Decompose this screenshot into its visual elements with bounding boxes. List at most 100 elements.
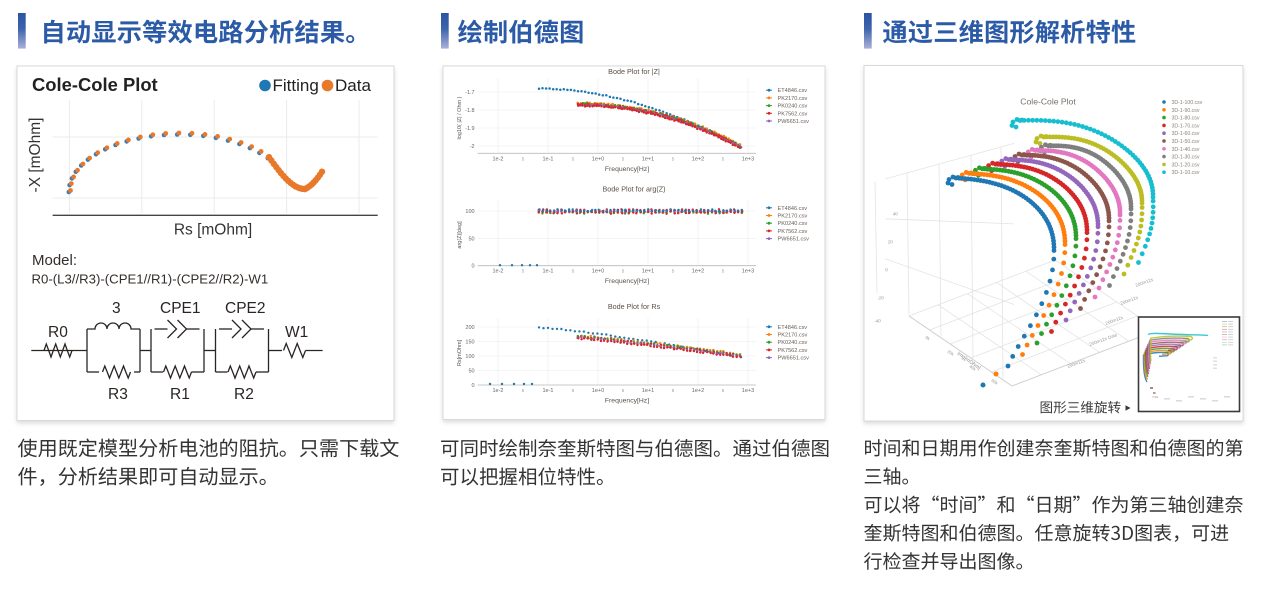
- svg-text:CPE1: CPE1: [160, 300, 201, 317]
- svg-text:1e+3: 1e+3: [742, 156, 754, 162]
- svg-text:5: 5: [522, 388, 525, 393]
- svg-text:1e-2: 1e-2: [492, 156, 503, 162]
- svg-text:-X [mOhm]: -X [mOhm]: [27, 118, 44, 193]
- svg-text:PK0240.csv: PK0240.csv: [778, 104, 808, 110]
- svg-text:0: 0: [472, 383, 475, 389]
- svg-text:1e+0: 1e+0: [592, 388, 604, 394]
- svg-text:PW6651.csv: PW6651.csv: [778, 119, 810, 125]
- svg-text:PK0240.csv: PK0240.csv: [778, 340, 808, 346]
- svg-text:5: 5: [572, 156, 575, 161]
- svg-text:Frequency[Hz]: Frequency[Hz]: [605, 278, 649, 285]
- svg-text:1e+2: 1e+2: [692, 388, 704, 394]
- svg-text:-40: -40: [874, 318, 882, 324]
- svg-text:200m12s: 200m12s: [1135, 277, 1155, 288]
- svg-text:1e+1: 1e+1: [642, 156, 654, 162]
- svg-text:3D-1-70.csv: 3D-1-70.csv: [1172, 123, 1200, 129]
- svg-text:arg(Z)[deg]: arg(Z)[deg]: [457, 221, 463, 249]
- svg-text:150: 150: [465, 340, 474, 346]
- svg-text:5: 5: [672, 156, 675, 161]
- svg-text:1e+3: 1e+3: [742, 269, 754, 275]
- svg-text:-1.7: -1.7: [465, 90, 474, 96]
- svg-text:3D-1-100.csv: 3D-1-100.csv: [1172, 100, 1203, 106]
- svg-text:1e-1: 1e-1: [542, 156, 553, 162]
- svg-text:Cole-Cole Plot: Cole-Cole Plot: [1020, 97, 1076, 107]
- svg-text:5: 5: [722, 388, 725, 393]
- svg-text:PK2170.csv: PK2170.csv: [778, 333, 808, 339]
- svg-text:Bode Plot for arg(Z): Bode Plot for arg(Z): [602, 185, 665, 194]
- svg-text:20: 20: [887, 239, 893, 245]
- svg-text:PK2170.csv: PK2170.csv: [778, 96, 808, 102]
- svg-text:200: 200: [465, 325, 474, 331]
- svg-text:R0-(L3//R3)-(CPE1//R1)-(CPE2//: R0-(L3//R3)-(CPE1//R1)-(CPE2//R2)-W1: [32, 272, 269, 287]
- svg-text:1e-1: 1e-1: [542, 269, 553, 275]
- svg-text:5: 5: [572, 388, 575, 393]
- svg-text:-2: -2: [470, 144, 475, 150]
- svg-text:Frequency[Hz]: Frequency[Hz]: [605, 166, 649, 173]
- svg-text:ET4846.csv: ET4846.csv: [778, 325, 808, 331]
- svg-text:3D-1-40.csv: 3D-1-40.csv: [1172, 147, 1200, 153]
- svg-text:Frequency[Hz]: Frequency[Hz]: [605, 398, 649, 405]
- svg-text:1e+0: 1e+0: [592, 269, 604, 275]
- svg-text:ET4846.csv: ET4846.csv: [778, 206, 808, 212]
- svg-text:3D-1-30.csv: 3D-1-30.csv: [1172, 155, 1200, 161]
- svg-text:1e+2: 1e+2: [692, 156, 704, 162]
- svg-text:R0: R0: [48, 324, 68, 341]
- svg-text:PK0240.csv: PK0240.csv: [778, 221, 808, 227]
- svg-text:100: 100: [465, 209, 474, 215]
- svg-text:R1: R1: [170, 386, 190, 403]
- svg-text:5: 5: [522, 156, 525, 161]
- svg-text:1e+1: 1e+1: [642, 388, 654, 394]
- svg-text:-1.9: -1.9: [465, 126, 474, 132]
- svg-text:50: 50: [468, 237, 474, 243]
- svg-text:ET4846.csv: ET4846.csv: [778, 88, 808, 94]
- svg-text:PK7562.csv: PK7562.csv: [778, 229, 808, 235]
- svg-text:5: 5: [722, 156, 725, 161]
- svg-text:R2: R2: [234, 386, 254, 403]
- svg-text:Data: Data: [335, 76, 371, 95]
- svg-text:-20: -20: [877, 295, 885, 301]
- svg-text:PK7562.csv: PK7562.csv: [778, 111, 808, 117]
- svg-text:5: 5: [672, 269, 675, 274]
- svg-text:W1: W1: [285, 324, 308, 341]
- svg-text:0: 0: [885, 267, 889, 272]
- svg-text:3D-1-60.csv: 3D-1-60.csv: [1172, 131, 1200, 137]
- svg-text:1e+3: 1e+3: [742, 388, 754, 394]
- svg-text:5: 5: [722, 269, 725, 274]
- svg-text:Bode Plot for Rs: Bode Plot for Rs: [608, 302, 661, 311]
- svg-text:1e-2: 1e-2: [492, 269, 503, 275]
- svg-text:1e+0: 1e+0: [592, 156, 604, 162]
- svg-text:CPE2: CPE2: [225, 300, 266, 317]
- svg-text:1e-1: 1e-1: [542, 388, 553, 394]
- svg-text:60k: 60k: [990, 378, 999, 386]
- svg-text:100: 100: [465, 354, 474, 360]
- svg-text:200m12s: 200m12s: [1120, 295, 1140, 306]
- svg-text:Fitting: Fitting: [273, 76, 319, 95]
- svg-text:log10( |Z| / Ohm ): log10( |Z| / Ohm ): [457, 96, 463, 139]
- svg-text:50: 50: [468, 369, 474, 375]
- svg-text:Rs [mOhm]: Rs [mOhm]: [174, 222, 252, 239]
- svg-text:Cole-Cole Plot: Cole-Cole Plot: [32, 74, 158, 95]
- svg-text:20k: 20k: [946, 349, 955, 357]
- svg-text:PK2170.csv: PK2170.csv: [778, 214, 808, 220]
- svg-text:Bode Plot for |Z|: Bode Plot for |Z|: [608, 67, 660, 76]
- svg-text:PW6651.csv: PW6651.csv: [778, 356, 810, 362]
- svg-text:5: 5: [672, 388, 675, 393]
- svg-text:5: 5: [622, 156, 625, 161]
- svg-text:0: 0: [472, 264, 475, 270]
- svg-text:0k: 0k: [924, 335, 931, 342]
- svg-text:1e-2: 1e-2: [492, 388, 503, 394]
- svg-text:3D-1-50.csv: 3D-1-50.csv: [1172, 139, 1200, 145]
- svg-text:-1.8: -1.8: [465, 108, 474, 114]
- svg-text:PW6651.csv: PW6651.csv: [778, 237, 810, 243]
- svg-text:1e+2: 1e+2: [692, 269, 704, 275]
- svg-text:3D-1-10.csv: 3D-1-10.csv: [1172, 170, 1200, 176]
- svg-text:1e+1: 1e+1: [642, 269, 654, 275]
- svg-text:40: 40: [892, 211, 898, 217]
- svg-text:Model:: Model:: [32, 252, 77, 269]
- svg-text:PK7562.csv: PK7562.csv: [778, 348, 808, 354]
- svg-text:40k: 40k: [968, 364, 977, 372]
- svg-text:5: 5: [622, 388, 625, 393]
- svg-text:5: 5: [572, 269, 575, 274]
- svg-text:3: 3: [112, 300, 121, 317]
- svg-text:200m12s: 200m12s: [1067, 358, 1087, 369]
